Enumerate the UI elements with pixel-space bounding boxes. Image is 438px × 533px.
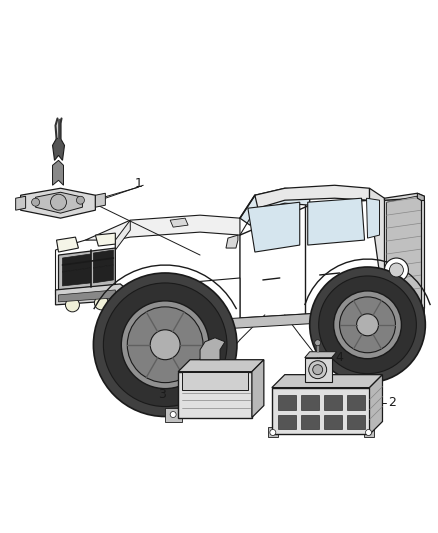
Circle shape <box>121 301 209 389</box>
Polygon shape <box>240 188 310 225</box>
Circle shape <box>77 196 85 204</box>
Polygon shape <box>301 394 319 409</box>
Polygon shape <box>417 193 424 202</box>
Polygon shape <box>53 160 64 185</box>
Polygon shape <box>364 427 374 438</box>
Text: 4: 4 <box>336 351 343 364</box>
Circle shape <box>314 340 321 346</box>
Text: 1: 1 <box>134 177 142 190</box>
Polygon shape <box>272 387 370 434</box>
Polygon shape <box>385 308 424 328</box>
Circle shape <box>309 361 327 378</box>
Polygon shape <box>95 193 106 207</box>
Circle shape <box>319 276 417 374</box>
Polygon shape <box>35 192 82 213</box>
Polygon shape <box>175 310 374 332</box>
Polygon shape <box>170 218 188 227</box>
Circle shape <box>389 263 403 277</box>
Polygon shape <box>370 375 382 434</box>
Polygon shape <box>367 198 379 238</box>
Circle shape <box>66 298 79 312</box>
Polygon shape <box>324 394 342 409</box>
Polygon shape <box>308 198 364 245</box>
Circle shape <box>50 194 67 210</box>
Polygon shape <box>178 360 264 372</box>
Circle shape <box>95 296 108 310</box>
Polygon shape <box>240 200 385 325</box>
Polygon shape <box>272 375 382 387</box>
Circle shape <box>334 291 401 359</box>
Polygon shape <box>200 338 225 360</box>
Polygon shape <box>301 415 319 430</box>
Polygon shape <box>305 358 332 382</box>
Polygon shape <box>21 188 95 218</box>
Text: 2: 2 <box>389 396 396 409</box>
Polygon shape <box>182 372 248 390</box>
Polygon shape <box>59 248 115 290</box>
Polygon shape <box>385 198 424 312</box>
Circle shape <box>127 307 203 383</box>
Polygon shape <box>178 372 252 417</box>
Polygon shape <box>85 215 240 240</box>
Polygon shape <box>16 196 25 210</box>
Polygon shape <box>268 427 278 438</box>
Polygon shape <box>252 360 264 417</box>
Polygon shape <box>63 254 90 272</box>
Polygon shape <box>346 394 364 409</box>
Circle shape <box>366 430 371 435</box>
Circle shape <box>357 314 378 336</box>
Polygon shape <box>63 268 90 286</box>
Circle shape <box>270 430 276 435</box>
Polygon shape <box>226 235 238 248</box>
Polygon shape <box>100 278 240 335</box>
Polygon shape <box>346 415 364 430</box>
Circle shape <box>103 283 227 407</box>
Text: 3: 3 <box>158 388 166 401</box>
Polygon shape <box>57 237 78 252</box>
Polygon shape <box>305 352 337 358</box>
Polygon shape <box>370 188 385 310</box>
Polygon shape <box>324 415 342 430</box>
Polygon shape <box>386 196 421 308</box>
Circle shape <box>32 198 39 206</box>
Polygon shape <box>93 250 113 268</box>
Circle shape <box>170 411 176 417</box>
Circle shape <box>310 267 425 383</box>
Polygon shape <box>255 185 370 208</box>
Polygon shape <box>56 284 125 305</box>
Circle shape <box>339 297 396 353</box>
Polygon shape <box>421 200 424 308</box>
Polygon shape <box>278 394 296 409</box>
Polygon shape <box>165 408 182 422</box>
Circle shape <box>93 273 237 416</box>
Circle shape <box>150 330 180 360</box>
Polygon shape <box>59 290 115 302</box>
Polygon shape <box>95 233 115 246</box>
Polygon shape <box>278 415 296 430</box>
Polygon shape <box>56 238 115 295</box>
Polygon shape <box>93 265 113 283</box>
Polygon shape <box>115 220 130 250</box>
Polygon shape <box>248 202 300 252</box>
Circle shape <box>313 365 323 375</box>
Polygon shape <box>53 139 64 160</box>
Polygon shape <box>385 193 424 202</box>
Circle shape <box>385 258 408 282</box>
